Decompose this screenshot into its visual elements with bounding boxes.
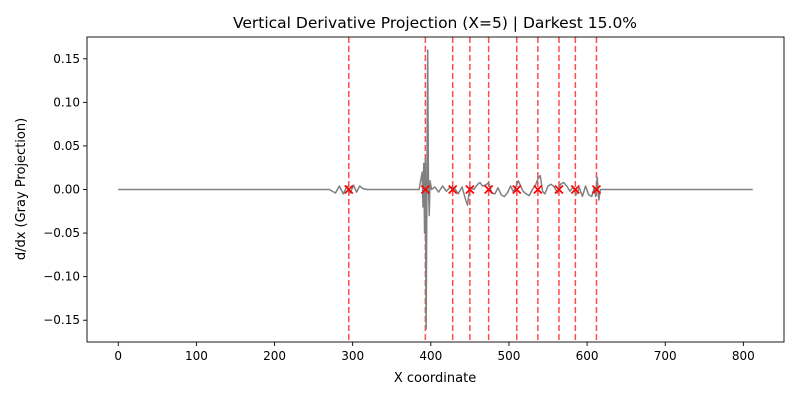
y-axis-label: d/dx (Gray Projection) [14, 118, 29, 260]
x-tick-label: 200 [263, 349, 286, 363]
x-tick-label: 700 [654, 349, 677, 363]
x-axis-label: X coordinate [394, 371, 476, 386]
x-tick-label: 0 [114, 349, 122, 363]
y-tick-label: 0.10 [53, 95, 80, 109]
x-tick-label: 800 [732, 349, 755, 363]
x-marker [554, 184, 564, 195]
x-marker [420, 184, 430, 195]
x-tick-label: 400 [419, 349, 442, 363]
x-tick-label: 100 [185, 349, 208, 363]
x-marker [512, 184, 522, 195]
y-tick-label: 0.15 [53, 52, 80, 66]
x-tick-label: 500 [497, 349, 520, 363]
y-tick-label: 0.05 [53, 139, 80, 153]
x-marker [591, 184, 602, 195]
y-tick-label: 0.00 [53, 183, 80, 197]
x-markers [344, 184, 602, 195]
x-tick-label: 600 [576, 349, 599, 363]
x-marker [448, 184, 458, 195]
x-axis: 0 100 200 300 400 500 600 700 800 [114, 342, 755, 363]
y-tick-label: −0.15 [43, 313, 80, 327]
chart-title: Vertical Derivative Projection (X=5) | D… [233, 14, 637, 32]
x-marker [344, 184, 354, 195]
y-tick-label: −0.05 [43, 226, 80, 240]
x-marker [533, 184, 543, 195]
y-tick-label: −0.10 [43, 270, 80, 284]
x-tick-label: 300 [341, 349, 364, 363]
x-marker [570, 184, 580, 195]
x-marker [465, 184, 475, 195]
x-marker [484, 184, 494, 195]
y-axis: −0.15 −0.10 −0.05 0.00 0.05 0.10 0.15 [43, 52, 87, 327]
